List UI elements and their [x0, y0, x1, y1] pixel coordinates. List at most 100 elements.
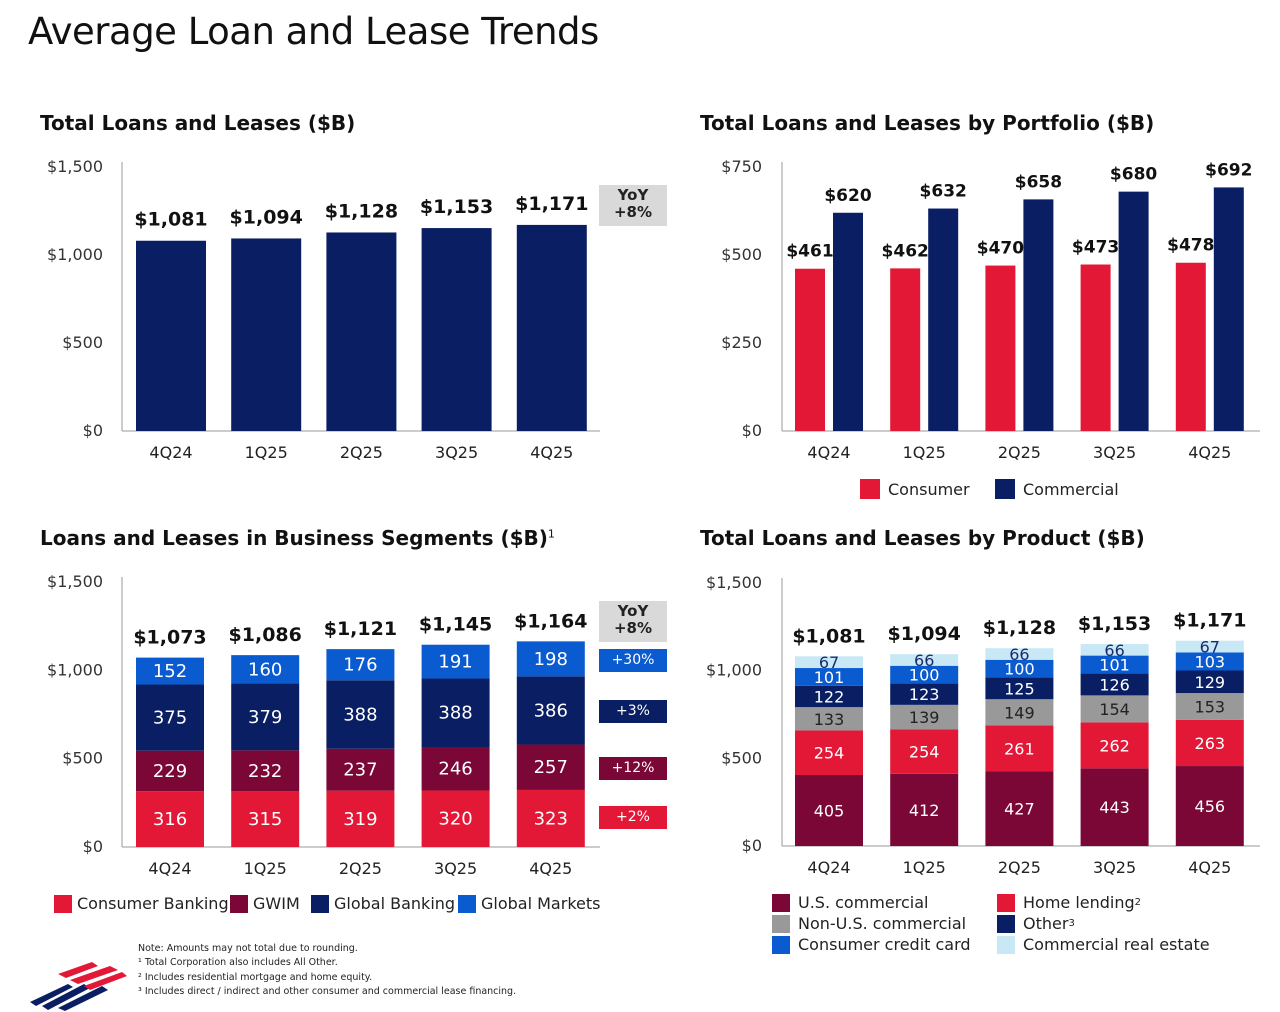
total-bar [516, 224, 587, 431]
segments-bar-consumer-banking [421, 790, 490, 847]
segments-segment-label: 379 [248, 707, 282, 728]
product-segment-label: 100 [1004, 660, 1035, 679]
segments-segment-label: 375 [153, 708, 187, 729]
product-segment-label: 139 [909, 708, 940, 727]
legend-non-us-commercial: Non-U.S. commercial [772, 914, 966, 933]
segments-x-tick-label: 1Q25 [244, 859, 287, 878]
product-segment-label: 262 [1099, 736, 1130, 755]
segments-total-label: $1,073 [133, 627, 206, 649]
chart-title-total: Total Loans and Leases ($B) [40, 111, 356, 135]
product-bar-home-lending [890, 729, 959, 774]
total-bar [326, 232, 397, 431]
segments-bar-gwim [231, 750, 300, 792]
segments-bar-consumer-banking [231, 791, 300, 847]
footnote-rounding: Note: Amounts may not total due to round… [138, 943, 358, 954]
portfolio-bar-commercial [833, 212, 863, 431]
product-bar-commercial-real-estate [795, 656, 863, 669]
product-total-label: $1,153 [1078, 613, 1151, 635]
segments-bar-global-banking [421, 678, 490, 748]
product-bar-u-s-commercial [1175, 766, 1244, 846]
portfolio-y-tick-label: $750 [721, 157, 762, 176]
portfolio-bar-consumer [890, 268, 921, 431]
total-value-label: $1,081 [134, 209, 207, 231]
portfolio-bar-consumer [1175, 262, 1206, 431]
product-bar-consumer-credit-card [795, 668, 863, 686]
segments-segment-label: 316 [153, 809, 187, 830]
legend-other: Other 3 [997, 914, 1075, 933]
total-bar [136, 240, 206, 431]
product-bar-u-s-commercial [985, 771, 1054, 846]
yoy-change-consumer-banking: +2% [599, 806, 667, 829]
product-total-label: $1,128 [983, 617, 1056, 639]
product-bar-non-u-s-commercial [985, 699, 1054, 726]
product-bar-home-lending [985, 725, 1054, 772]
product-bar-u-s-commercial [1080, 768, 1149, 846]
total-x-tick-label: 2Q25 [340, 443, 383, 462]
segments-bar-consumer-banking [516, 789, 585, 847]
product-segment-label: 67 [1200, 638, 1220, 657]
total-x-tick-label: 4Q24 [149, 443, 192, 462]
product-x-tick-label: 4Q24 [807, 858, 850, 877]
portfolio-bar-commercial [1023, 199, 1054, 431]
legend-global-markets: Global Markets [458, 894, 600, 913]
yoy-change-gwim: +12% [599, 757, 667, 780]
legend-us-commercial: U.S. commercial [772, 893, 928, 912]
product-bar-other [795, 685, 863, 708]
segments-segment-label: 319 [343, 809, 377, 830]
product-bar-home-lending [1175, 719, 1244, 767]
total-value-label: $1,153 [420, 196, 493, 218]
segments-segment-label: 386 [534, 700, 568, 721]
chart-title-portfolio: Total Loans and Leases by Portfolio ($B) [700, 111, 1155, 135]
segments-segment-label: 176 [343, 655, 377, 676]
portfolio-bar-commercial [1118, 191, 1149, 431]
legend-consumer-credit-card: Consumer credit card [772, 935, 971, 954]
page-title: Average Loan and Lease Trends [28, 10, 599, 53]
segments-x-tick-label: 3Q25 [434, 859, 477, 878]
segments-bar-global-markets [136, 657, 204, 685]
product-bar-commercial-real-estate [890, 654, 959, 666]
product-bar-non-u-s-commercial [795, 707, 863, 731]
segments-total-label: $1,121 [324, 618, 397, 640]
portfolio-x-tick-label: 2Q25 [998, 443, 1041, 462]
product-y-tick-label: $1,000 [706, 661, 762, 680]
portfolio-value-label: $473 [1072, 238, 1119, 258]
portfolio-value-label: $680 [1110, 165, 1157, 185]
portfolio-value-label: $658 [1015, 172, 1062, 192]
legend-commercial: Commercial [995, 479, 1119, 499]
portfolio-value-label: $692 [1205, 160, 1252, 180]
product-segment-label: 405 [814, 801, 845, 820]
yoy-change-global-banking: +3% [599, 700, 667, 723]
product-x-tick-label: 2Q25 [998, 858, 1041, 877]
product-bar-u-s-commercial [890, 773, 959, 846]
total-y-tick-label: $0 [83, 421, 103, 440]
segments-bar-global-banking [231, 683, 300, 751]
product-segment-label: 101 [1099, 655, 1130, 674]
segments-x-tick-label: 4Q25 [529, 859, 572, 878]
product-x-tick-label: 1Q25 [903, 858, 946, 877]
product-x-tick-label: 3Q25 [1093, 858, 1136, 877]
legend-commercial-real-estate: Commercial real estate [997, 935, 1210, 954]
product-bar-other [1080, 673, 1149, 696]
segments-y-tick-label: $1,500 [47, 572, 103, 591]
legend-consumer: Consumer [860, 479, 970, 499]
yoy-box-segments: YoY +8% [599, 601, 667, 642]
legend-global-banking: Global Banking [311, 894, 455, 913]
segments-segment-label: 232 [248, 761, 282, 782]
segments-segment-label: 191 [438, 652, 472, 673]
product-y-tick-label: $500 [721, 748, 762, 767]
product-segment-label: 101 [814, 668, 845, 687]
product-bar-other [890, 683, 959, 705]
product-segment-label: 412 [909, 801, 940, 820]
product-segment-label: 100 [909, 666, 940, 685]
portfolio-value-label: $461 [786, 242, 833, 262]
footnote-3: ³ Includes direct / indirect and other c… [138, 985, 517, 997]
product-segment-label: 125 [1004, 679, 1035, 698]
product-total-label: $1,094 [888, 623, 961, 645]
product-bar-other [1175, 670, 1244, 694]
product-total-label: $1,171 [1173, 610, 1246, 632]
segments-bar-gwim [326, 748, 395, 791]
product-segment-label: 126 [1099, 675, 1130, 694]
legend-home-lending: Home lending 2 [997, 893, 1141, 912]
total-value-label: $1,094 [230, 206, 303, 228]
